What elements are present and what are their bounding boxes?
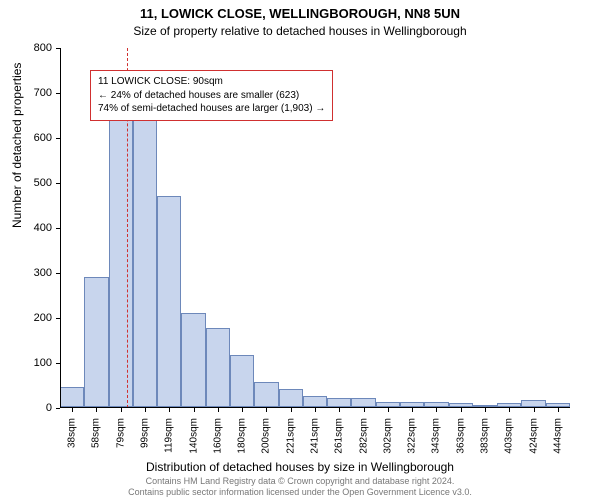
x-tick-mark bbox=[121, 408, 122, 412]
histogram-bar bbox=[84, 277, 108, 408]
y-tick-label: 700 bbox=[20, 87, 60, 99]
x-tick-label: 282sqm bbox=[358, 414, 369, 454]
y-tick-label: 400 bbox=[20, 222, 60, 234]
x-tick-mark bbox=[461, 408, 462, 412]
x-tick-label: 140sqm bbox=[188, 414, 199, 454]
y-tick-label: 500 bbox=[20, 177, 60, 189]
x-tick-mark bbox=[339, 408, 340, 412]
x-tick-label: 160sqm bbox=[212, 414, 223, 454]
y-tick-label: 300 bbox=[20, 267, 60, 279]
x-tick-mark bbox=[266, 408, 267, 412]
x-tick-label: 200sqm bbox=[261, 414, 272, 454]
x-tick-mark bbox=[558, 408, 559, 412]
x-axis-label: Distribution of detached houses by size … bbox=[0, 460, 600, 474]
x-tick-mark bbox=[145, 408, 146, 412]
y-tick-label: 600 bbox=[20, 132, 60, 144]
x-tick-mark bbox=[364, 408, 365, 412]
x-tick-mark bbox=[485, 408, 486, 412]
annotation-line: 74% of semi-detached houses are larger (… bbox=[98, 102, 325, 116]
x-tick-label: 241sqm bbox=[310, 414, 321, 454]
plot-area: 010020030040050060070080038sqm58sqm79sqm… bbox=[60, 48, 570, 408]
annotation-line: ← 24% of detached houses are smaller (62… bbox=[98, 89, 325, 103]
y-tick-label: 0 bbox=[20, 402, 60, 414]
x-tick-mark bbox=[534, 408, 535, 412]
histogram-bar bbox=[351, 398, 375, 407]
x-tick-label: 58sqm bbox=[91, 414, 102, 448]
x-tick-mark bbox=[72, 408, 73, 412]
histogram-bar bbox=[133, 108, 157, 407]
y-tick-label: 200 bbox=[20, 312, 60, 324]
x-tick-mark bbox=[291, 408, 292, 412]
histogram-bar bbox=[60, 387, 84, 407]
x-tick-mark bbox=[218, 408, 219, 412]
histogram-bar bbox=[157, 196, 181, 408]
x-tick-label: 363sqm bbox=[455, 414, 466, 454]
histogram-bar bbox=[303, 396, 327, 407]
x-axis-line bbox=[60, 407, 570, 408]
x-tick-label: 261sqm bbox=[334, 414, 345, 454]
x-tick-mark bbox=[194, 408, 195, 412]
x-tick-mark bbox=[436, 408, 437, 412]
y-tick-mark bbox=[56, 408, 60, 409]
x-tick-label: 444sqm bbox=[552, 414, 563, 454]
credit-line: Contains public sector information licen… bbox=[0, 487, 600, 498]
x-tick-mark bbox=[96, 408, 97, 412]
x-tick-label: 403sqm bbox=[504, 414, 515, 454]
histogram-bar bbox=[279, 389, 303, 407]
x-tick-mark bbox=[169, 408, 170, 412]
credit-text: Contains HM Land Registry data © Crown c… bbox=[0, 476, 600, 498]
histogram-bar bbox=[230, 355, 254, 407]
x-tick-label: 322sqm bbox=[407, 414, 418, 454]
histogram-bar bbox=[109, 119, 133, 407]
credit-line: Contains HM Land Registry data © Crown c… bbox=[0, 476, 600, 487]
x-tick-label: 79sqm bbox=[115, 414, 126, 448]
x-tick-mark bbox=[509, 408, 510, 412]
x-tick-mark bbox=[242, 408, 243, 412]
chart-title: 11, LOWICK CLOSE, WELLINGBOROUGH, NN8 5U… bbox=[0, 6, 600, 21]
histogram-bar bbox=[206, 328, 230, 407]
x-tick-label: 99sqm bbox=[140, 414, 151, 448]
histogram-bar bbox=[254, 382, 278, 407]
x-tick-label: 180sqm bbox=[237, 414, 248, 454]
annotation-line: 11 LOWICK CLOSE: 90sqm bbox=[98, 75, 325, 89]
x-tick-label: 383sqm bbox=[480, 414, 491, 454]
chart-subtitle: Size of property relative to detached ho… bbox=[0, 24, 600, 38]
x-tick-label: 221sqm bbox=[285, 414, 296, 454]
x-tick-mark bbox=[315, 408, 316, 412]
y-tick-label: 100 bbox=[20, 357, 60, 369]
x-tick-mark bbox=[412, 408, 413, 412]
x-tick-label: 38sqm bbox=[67, 414, 78, 448]
x-tick-label: 424sqm bbox=[528, 414, 539, 454]
y-axis-line bbox=[60, 48, 61, 408]
histogram-bar bbox=[181, 313, 205, 408]
annotation-box: 11 LOWICK CLOSE: 90sqm← 24% of detached … bbox=[90, 70, 333, 121]
histogram-bar bbox=[327, 398, 351, 407]
x-tick-label: 343sqm bbox=[431, 414, 442, 454]
y-tick-label: 800 bbox=[20, 42, 60, 54]
x-tick-label: 119sqm bbox=[164, 414, 175, 453]
x-tick-label: 302sqm bbox=[382, 414, 393, 454]
histogram-bar bbox=[521, 400, 545, 407]
x-tick-mark bbox=[388, 408, 389, 412]
